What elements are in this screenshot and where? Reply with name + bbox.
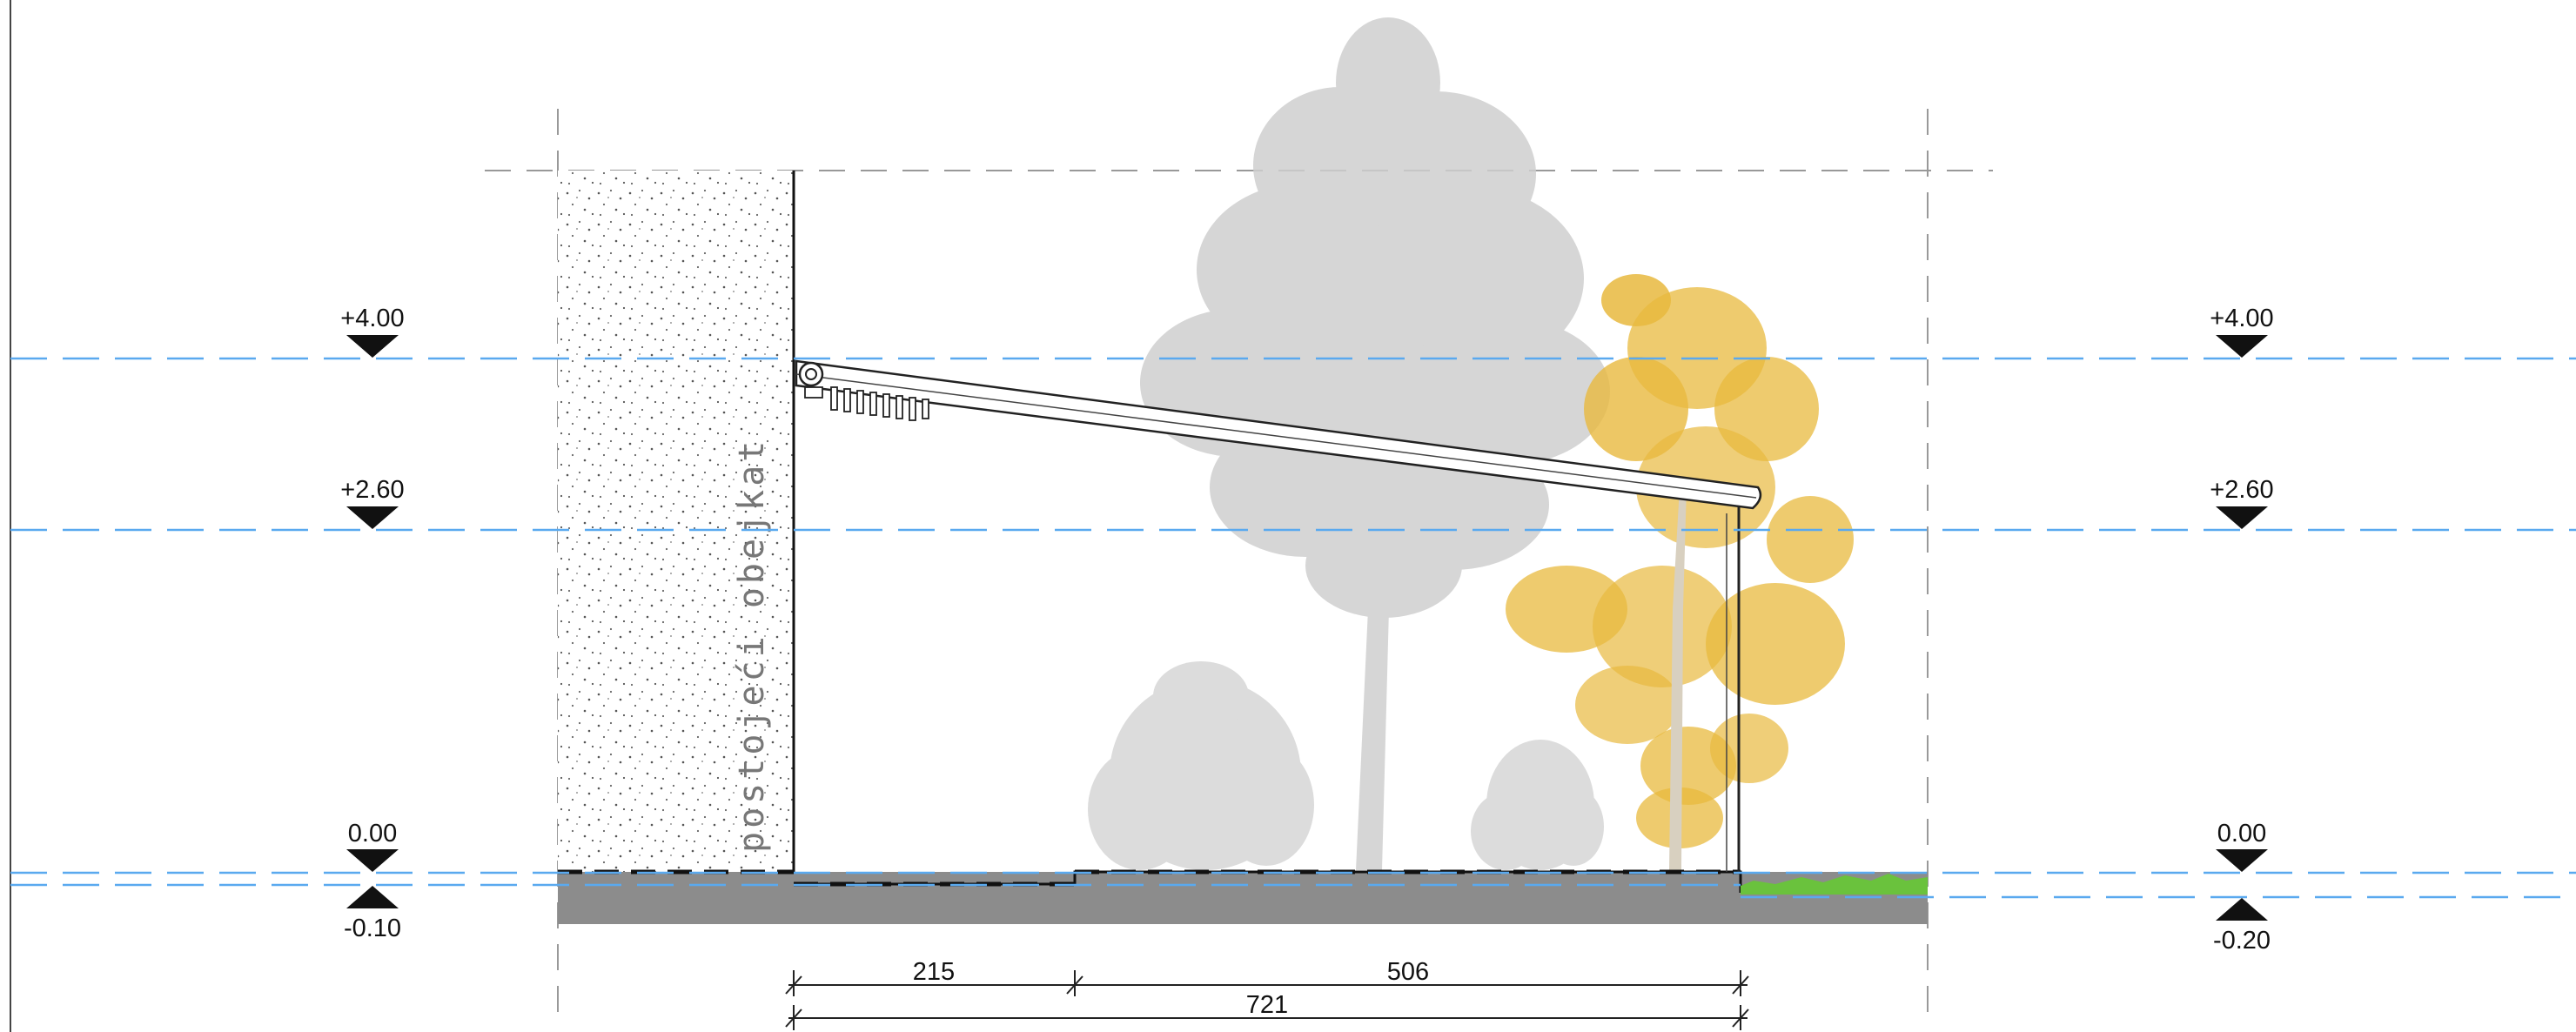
level-label: +2.60 xyxy=(2210,476,2273,504)
dimension-506: 506 xyxy=(1387,958,1429,986)
floor-step xyxy=(794,872,1075,884)
tree-gray-large xyxy=(1140,17,1610,870)
level-marker-right-2-60: +2.60 xyxy=(2210,476,2274,529)
awning-roller-icon xyxy=(798,361,824,387)
level-marker-left-4-00: +4.00 xyxy=(340,305,405,358)
level-label: -0.20 xyxy=(2213,927,2271,955)
grass xyxy=(1741,874,1928,895)
dimension-721: 721 xyxy=(1246,991,1288,1019)
level-triangle-down-icon xyxy=(2216,506,2268,529)
level-marker-right-0-00: 0.00 xyxy=(2216,820,2268,872)
level-label: +4.00 xyxy=(340,305,404,332)
level-marker-left-2-60: +2.60 xyxy=(340,476,405,529)
level-triangle-down-icon xyxy=(346,335,399,358)
level-label: 0.00 xyxy=(2217,820,2266,848)
level-marker-left-minus-0-10: -0.10 xyxy=(344,886,401,942)
awning-roof xyxy=(795,359,1762,510)
existing-building-label: postojeći obejkat xyxy=(732,438,772,853)
level-triangle-down-icon xyxy=(2216,849,2268,872)
level-triangle-up-icon xyxy=(2216,898,2268,921)
level-marker-left-0-00: 0.00 xyxy=(346,820,399,872)
level-label: 0.00 xyxy=(348,820,397,848)
shrub-gray-right xyxy=(1471,740,1604,870)
awning-lamellas xyxy=(830,386,929,421)
dimension-chain xyxy=(785,970,1749,1030)
shrub-gray-left xyxy=(1088,661,1314,870)
level-label: -0.10 xyxy=(344,915,401,942)
existing-building xyxy=(558,171,793,872)
awning-roof-inner xyxy=(795,373,1757,499)
level-marker-right-minus-0-20: -0.20 xyxy=(2213,898,2271,955)
level-triangle-down-icon xyxy=(346,849,399,872)
dimension-215: 215 xyxy=(913,958,955,986)
level-label: +4.00 xyxy=(2210,305,2273,332)
tree-yellow xyxy=(1506,274,1854,870)
level-label: +2.60 xyxy=(340,476,404,504)
level-triangle-down-icon xyxy=(346,506,399,529)
level-triangle-up-icon xyxy=(346,886,399,908)
level-triangle-down-icon xyxy=(2216,335,2268,358)
level-marker-right-4-00: +4.00 xyxy=(2210,305,2274,358)
ground-slab xyxy=(558,872,1928,924)
